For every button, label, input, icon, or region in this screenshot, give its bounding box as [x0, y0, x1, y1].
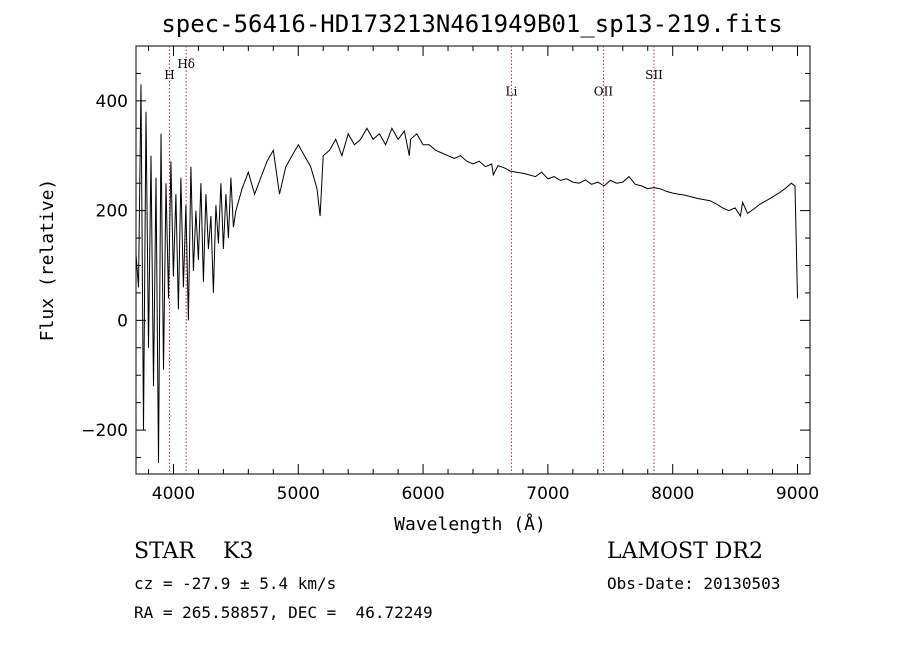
line-markers: HHδ Li OII SII [164, 46, 663, 474]
x-tick-label: 7000 [526, 484, 569, 504]
line-marker-label: SII [645, 68, 663, 82]
axis-ticks: 4000 5000 6000 7000 8000 9000 −200 0 200 400 [81, 45, 819, 504]
y-tick-label: 200 [96, 202, 128, 222]
x-axis-label: Wavelength (Å) [394, 513, 546, 535]
survey-name: LAMOST DR2 [607, 539, 763, 564]
line-marker-label: OII [594, 84, 614, 98]
observation-date: Obs-Date: 20130503 [607, 574, 781, 593]
line-marker-label: Hδ [177, 57, 195, 71]
line-marker-label: Li [506, 84, 518, 98]
y-axis-label: Flux (relative) [37, 179, 58, 342]
plot-frame [135, 45, 811, 475]
x-tick-label: 4000 [152, 484, 195, 504]
series-layer [135, 84, 798, 464]
redshift-cz: cz = -27.9 ± 5.4 km/s [134, 574, 337, 593]
y-tick-label: −200 [81, 421, 128, 441]
x-tick-label: 8000 [651, 484, 694, 504]
coordinates: RA = 265.58857, DEC = 46.72249 [134, 603, 433, 622]
y-tick-label: 0 [117, 311, 128, 331]
star-classification: STAR K3 [134, 539, 254, 564]
chart-title: spec-56416-HD173213N461949B01_sp13-219.f… [161, 10, 782, 38]
x-tick-label: 9000 [776, 484, 819, 504]
x-tick-label: 5000 [277, 484, 320, 504]
spectrum-series-line [135, 84, 798, 464]
line-marker-label: H [164, 68, 174, 82]
y-tick-label: 400 [96, 92, 128, 112]
x-tick-label: 6000 [401, 484, 444, 504]
